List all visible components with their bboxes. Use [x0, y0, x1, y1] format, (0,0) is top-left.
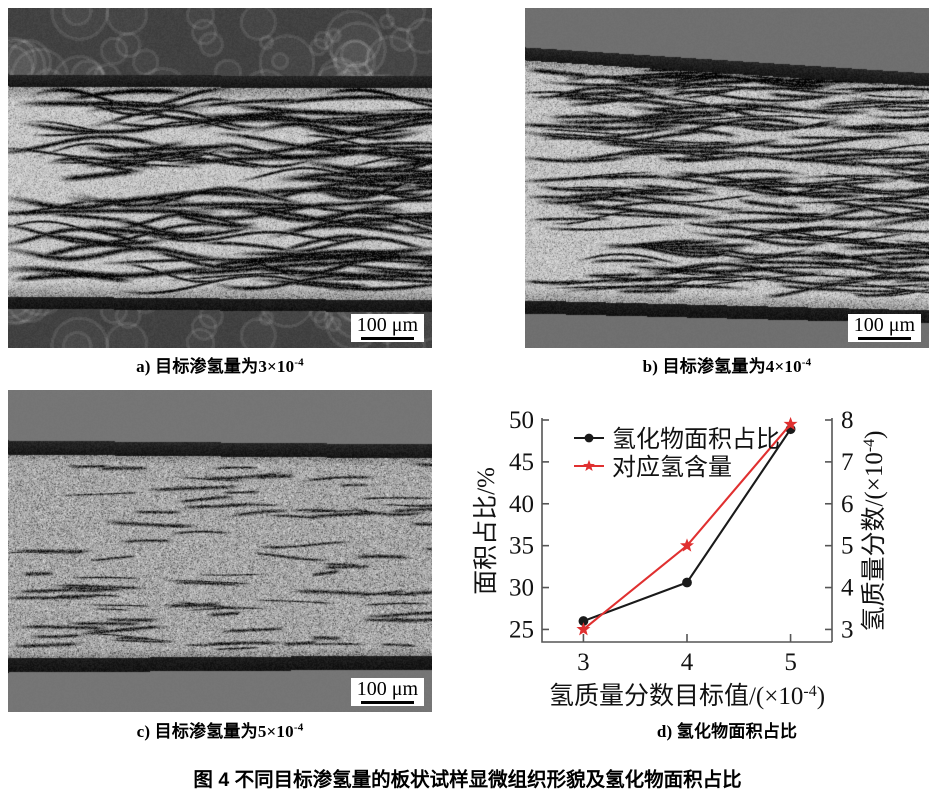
legend-label: 氢化物面积占比: [612, 426, 780, 453]
scale-bar-rule-c: [360, 701, 414, 704]
legend-label: 对应氢含量: [612, 454, 732, 481]
y2-axis-tick-label: 3: [841, 616, 854, 643]
micrograph-image-c: [8, 390, 432, 712]
micrograph-image-a: [8, 8, 432, 348]
y-axis-tick-label: 25: [509, 616, 534, 643]
panel-caption-a-exponent: -4: [294, 356, 304, 369]
data-point-marker: [576, 622, 591, 636]
scale-bar-c: 100 μm: [350, 678, 424, 706]
legend-marker: [583, 459, 595, 472]
y-axis-tick-label: 35: [509, 533, 534, 560]
y2-axis-tick-label: 5: [841, 533, 854, 560]
panel-caption-c-text: c) 目标渗氢量为5×10: [136, 722, 294, 741]
panel-caption-a: a) 目标渗氢量为3×10-4: [8, 352, 432, 377]
legend-marker: [584, 433, 594, 443]
data-point-marker: [680, 538, 694, 552]
y2-axis-tick-label: 8: [841, 407, 854, 434]
scale-bar-rule-a: [360, 337, 414, 340]
panel-caption-d: d) 氢化物面积占比: [525, 717, 929, 742]
x-axis-label: 氢质量分数目标值/(×10-4): [549, 682, 825, 710]
figure-caption: 图 4 不同目标渗氢量的板状试样显微组织形貌及氢化物面积占比: [0, 763, 935, 792]
y2-axis-tick-label: 4: [841, 575, 854, 602]
panel-caption-c-exponent: -4: [293, 721, 304, 734]
y-axis-label: 面积占比/%: [472, 467, 500, 595]
panel-caption-a-text: a) 目标渗氢量为3×10: [136, 357, 295, 376]
data-point-marker: [682, 577, 692, 588]
scale-bar-label-b: 100 μm: [853, 314, 915, 336]
x-axis-tick-label: 3: [577, 649, 590, 676]
panel-caption-d-text: d) 氢化物面积占比: [656, 722, 798, 741]
scale-bar-label-a: 100 μm: [356, 314, 418, 336]
panel-caption-b: b) 目标渗氢量为4×10-4: [525, 352, 929, 377]
y-axis-tick-label: 40: [509, 491, 534, 518]
micrograph-panel-a: 100 μm: [8, 8, 432, 348]
micrograph-image-b: [525, 8, 929, 348]
y-axis-tick-label: 30: [509, 575, 534, 602]
data-point-marker: [783, 416, 798, 431]
panel-caption-b-exponent: -4: [801, 356, 812, 369]
scale-bar-b: 100 μm: [847, 314, 921, 342]
y2-axis-tick-label: 6: [841, 491, 854, 518]
y2-axis-label: 氢质量分数/(×10-4): [860, 430, 888, 631]
x-axis-tick-label: 4: [681, 649, 694, 676]
panel-caption-b-text: b) 目标渗氢量为4×10: [642, 357, 802, 376]
y2-axis-tick-label: 7: [841, 449, 854, 476]
scale-bar-label-c: 100 μm: [356, 678, 418, 700]
figure-caption-text: 图 4 不同目标渗氢量的板状试样显微组织形貌及氢化物面积占比: [193, 769, 742, 791]
panel-caption-c: c) 目标渗氢量为5×10-4: [8, 717, 432, 742]
scale-bar-rule-b: [857, 337, 911, 340]
chart-panel-d: 25 30 35 40 45 50 3 4 5 6 7 8 3 4 5 氢化物面积占比 对应氢含量 面积占比/% 氢…: [470, 392, 935, 712]
x-axis-tick-label: 5: [784, 649, 797, 676]
scale-bar-a: 100 μm: [350, 314, 424, 342]
y-axis-tick-label: 50: [509, 407, 534, 434]
y-axis-tick-label: 45: [509, 449, 534, 476]
micrograph-panel-c: 100 μm: [8, 390, 432, 712]
micrograph-panel-b: 100 μm: [525, 8, 929, 348]
